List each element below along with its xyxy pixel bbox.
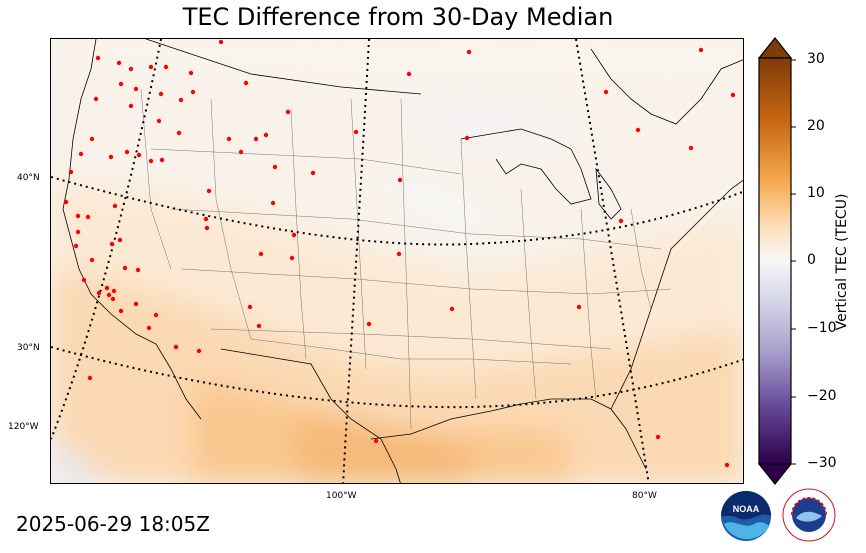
colorbar-tick: 10 [807, 185, 825, 201]
station-points [63, 39, 736, 468]
lat-label-40: 40°N [17, 173, 40, 183]
colorbar [757, 37, 796, 485]
colorbar-gradient [758, 57, 792, 465]
noaa-logo-text: NOAA [733, 504, 760, 514]
lon-label-120: 120°W [8, 422, 39, 432]
colorbar-label: Vertical TEC (TECU) [834, 193, 850, 331]
timestamp: 2025-06-29 18:05Z [16, 512, 210, 536]
colorbar-tick: 0 [807, 252, 816, 268]
chart-title: TEC Difference from 30-Day Median [182, 3, 614, 31]
lon-label-100: 100°W [326, 491, 357, 501]
tec-field [51, 39, 743, 483]
colorbar-tick: −30 [807, 455, 837, 471]
lon-label-80: 80°W [632, 491, 657, 501]
state-borders [140, 88, 672, 430]
nws-logo [782, 488, 836, 542]
lat-label-30: 30°N [17, 343, 40, 353]
colorbar-tick: 30 [807, 51, 825, 67]
colorbar-max-extend [757, 37, 793, 59]
colorbar-tick: 20 [807, 118, 825, 134]
graticule [51, 39, 743, 483]
colorbar-tick: −10 [807, 320, 837, 336]
noaa-logo: NOAA [721, 491, 771, 541]
coastlines [62, 39, 743, 483]
colorbar-tick: −20 [807, 388, 837, 404]
map-panel [50, 38, 744, 484]
colorbar-min-extend [757, 463, 793, 485]
tec-map [51, 39, 743, 483]
